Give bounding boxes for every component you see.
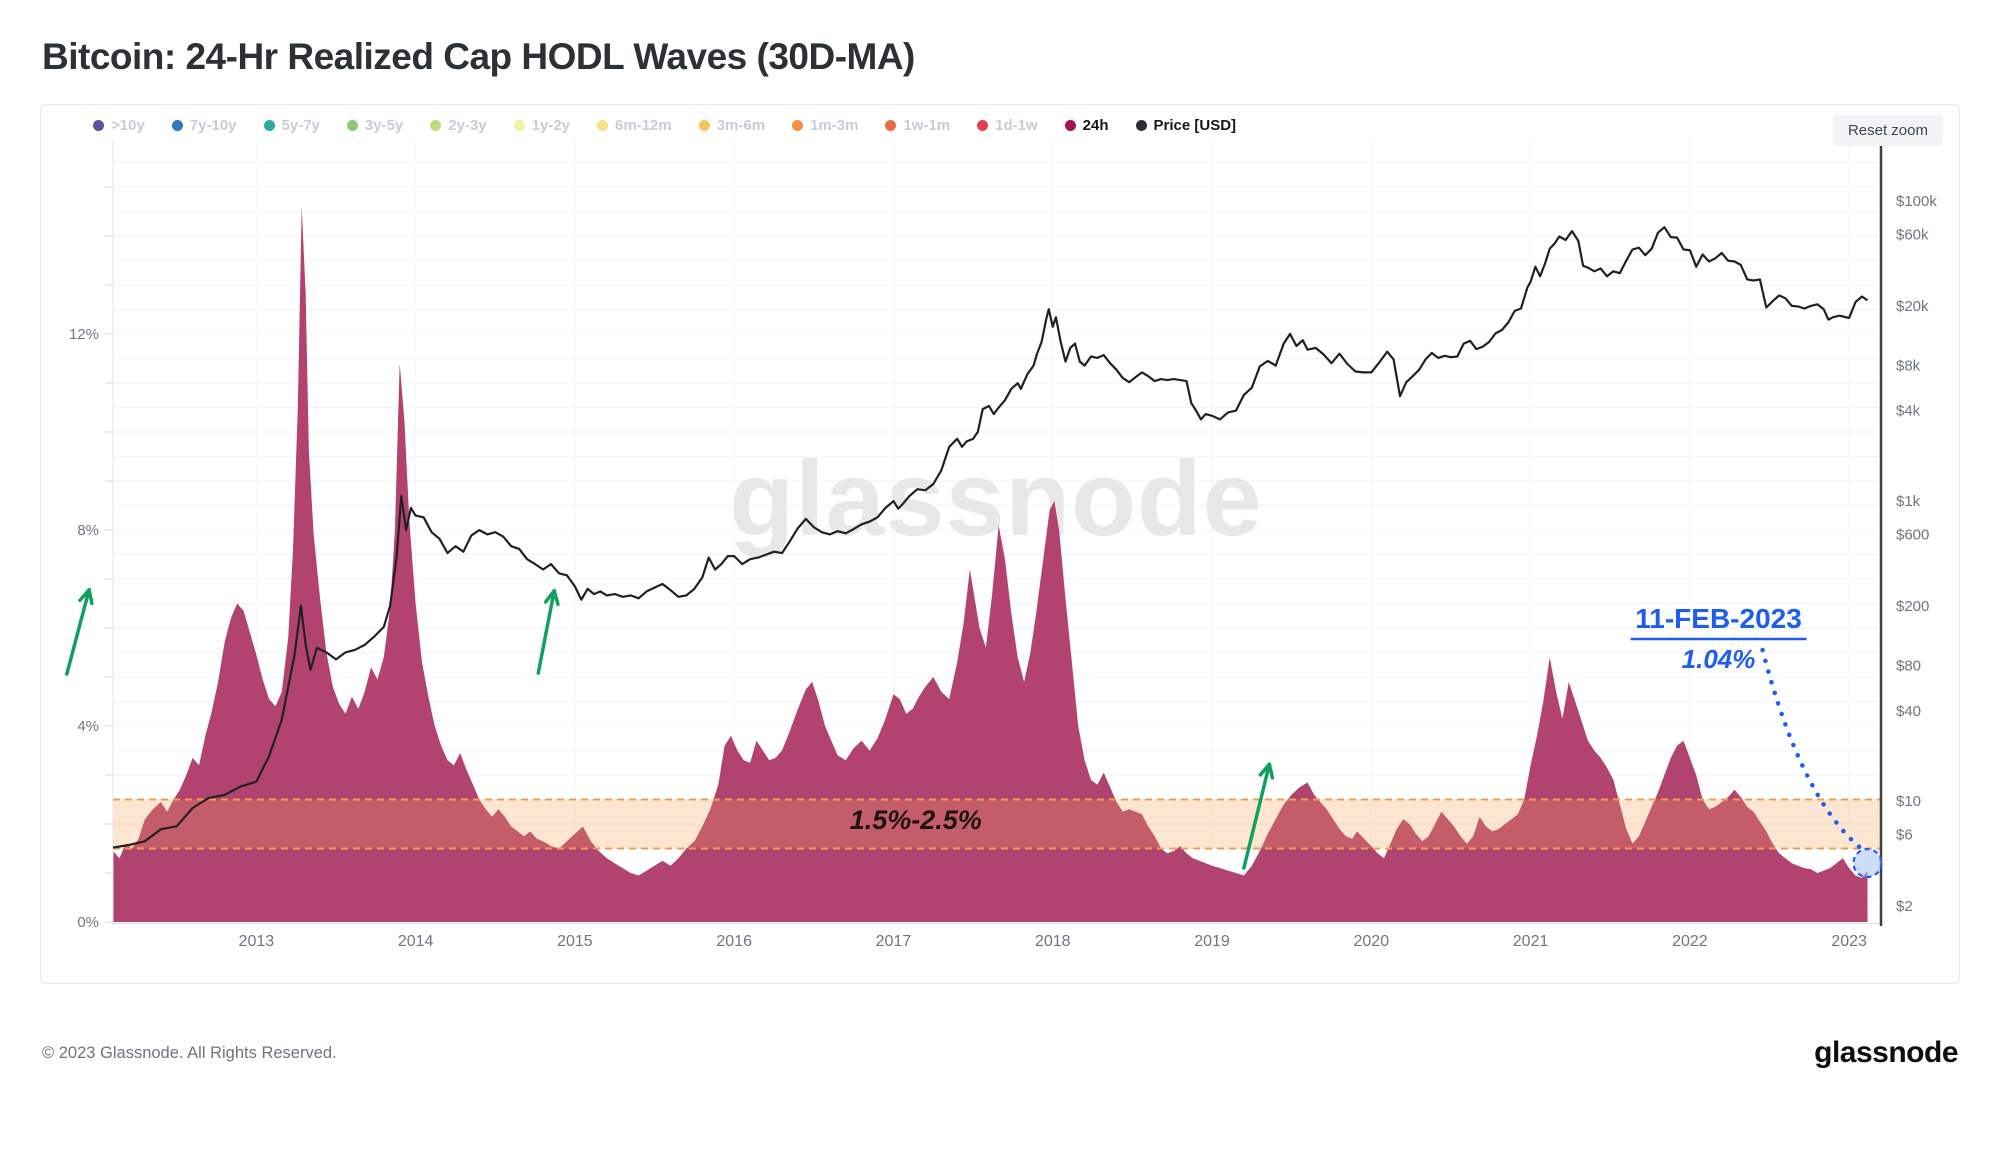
legend-dot-icon — [1135, 120, 1147, 131]
price-line — [112, 226, 1869, 849]
legend-item--10y[interactable]: >10y — [93, 117, 145, 134]
legend-dot-icon — [885, 120, 897, 131]
legend-item-7y-10y[interactable]: 7y-10y — [171, 117, 237, 134]
hodl-area-24h — [113, 206, 1868, 922]
x-axis-year-label: 2019 — [1194, 933, 1230, 950]
left-axis-tick-label: 0% — [77, 914, 99, 931]
price-axis-tick-label: $1k — [1896, 493, 1921, 510]
copyright-text: © 2023 Glassnode. All Rights Reserved. — [42, 1043, 337, 1062]
price-axis-tick-label: $4k — [1896, 403, 1921, 420]
legend-dot-icon — [263, 120, 275, 131]
price-axis-tick-label: $20k — [1896, 298, 1929, 315]
left-axis-tick-label: 8% — [77, 522, 99, 539]
legend-dot-icon — [171, 120, 183, 131]
plot-area[interactable]: glassnode 1.5%-2.5% 0% 4% 8% 12% $100k $60k $20k… — [41, 105, 1959, 983]
legend-item-1d-1w[interactable]: 1d-1w — [977, 117, 1038, 134]
green-up-arrow-head — [78, 588, 91, 603]
legend-item-label: 5y-7y — [281, 117, 320, 134]
legend-item-label: 1d-1w — [995, 117, 1038, 134]
price-axis-tick-label: $8k — [1896, 358, 1921, 375]
legend-item-label: 6m-12m — [615, 117, 672, 134]
legend-dot-icon — [698, 120, 710, 131]
x-axis-year-label: 2021 — [1513, 933, 1549, 950]
legend-item-2y-3y[interactable]: 2y-3y — [430, 117, 487, 134]
chart-card: >10y 7y-10y 5y-7y 3y-5y 2y-3y 1y-2y 6m-12m 3m-6… — [40, 104, 1960, 984]
page-title: Bitcoin: 24-Hr Realized Cap HODL Waves (… — [42, 36, 915, 77]
legend-item-5y-7y[interactable]: 5y-7y — [263, 117, 320, 134]
x-axis-year-label: 2020 — [1354, 933, 1390, 950]
green-up-arrow-head — [552, 589, 560, 607]
legend-item-1y-2y[interactable]: 1y-2y — [513, 117, 571, 134]
price-axis-tick-label: $2 — [1896, 898, 1913, 915]
x-axis-year-label: 2014 — [398, 933, 434, 950]
x-axis-year-label: 2017 — [876, 933, 912, 950]
green-up-arrow-icon — [536, 589, 556, 675]
band-label: 1.5%-2.5% — [850, 805, 982, 835]
legend-item-label: >10y — [111, 117, 145, 134]
legend-dot-icon — [346, 120, 358, 131]
green-up-arrow-head — [1258, 762, 1272, 777]
price-axis-tick-label: $6 — [1896, 826, 1913, 843]
legend-dot-icon — [597, 120, 609, 131]
legend-item-price-usd-[interactable]: Price [USD] — [1135, 117, 1237, 134]
legend-dot-icon — [430, 120, 442, 131]
legend-item-3y-5y[interactable]: 3y-5y — [346, 117, 404, 134]
callout-date: 11-FEB-2023 — [1635, 603, 1802, 634]
legend-dot-icon — [513, 120, 525, 131]
x-axis-year-label: 2023 — [1831, 933, 1867, 950]
legend-item-label: 1m-3m — [810, 117, 859, 134]
green-up-arrow-icon — [65, 588, 91, 676]
legend-item-3m-6m[interactable]: 3m-6m — [698, 117, 766, 134]
footer: © 2023 Glassnode. All Rights Reserved. g… — [42, 1036, 1958, 1070]
price-axis-tick-label: $200 — [1896, 598, 1929, 615]
price-axis-tick-label: $100k — [1896, 193, 1937, 210]
callout-value: 1.04% — [1682, 644, 1756, 674]
x-axis-year-label: 2016 — [716, 933, 752, 950]
x-axis-year-label: 2022 — [1672, 933, 1708, 950]
callout-target-circle — [1852, 847, 1883, 879]
price-axis-tick-label: $40 — [1896, 703, 1921, 720]
price-axis-tick-label: $10 — [1896, 793, 1921, 810]
legend-item-label: 24h — [1082, 117, 1109, 134]
legend-item-label: 1y-2y — [531, 117, 571, 134]
reset-zoom-button[interactable]: Reset zoom — [1832, 115, 1943, 146]
left-axis-tick-label: 4% — [77, 718, 99, 735]
green-up-arrow-head — [543, 589, 556, 604]
legend-item-label: 3y-5y — [364, 117, 404, 134]
glassnode-logo: glassnode — [1814, 1036, 1958, 1069]
chart-legend: >10y 7y-10y 5y-7y 3y-5y 2y-3y 1y-2y 6m-12m 3m-6… — [93, 117, 1236, 134]
legend-item-label: 2y-3y — [448, 117, 487, 134]
legend-dot-icon — [93, 120, 104, 131]
band-region — [113, 799, 1881, 849]
legend-dot-icon — [977, 120, 989, 131]
green-up-arrow-head — [87, 588, 94, 606]
watermark-text: glassnode — [729, 440, 1262, 558]
legend-item-label: 1w-1m — [903, 117, 951, 134]
price-axis-tick-label: $60k — [1896, 226, 1929, 243]
legend-item-label: Price [USD] — [1153, 117, 1237, 134]
legend-item-24h[interactable]: 24h — [1064, 117, 1109, 134]
legend-item-1w-1m[interactable]: 1w-1m — [885, 117, 950, 134]
legend-dot-icon — [1064, 120, 1076, 131]
price-axis-tick-label: $80 — [1896, 658, 1921, 675]
x-axis-year-label: 2015 — [557, 933, 593, 950]
x-axis-year-label: 2018 — [1035, 933, 1071, 950]
green-up-arrow-head — [1267, 762, 1275, 780]
left-axis-tick-label: 12% — [69, 326, 99, 343]
legend-item-label: 3m-6m — [716, 117, 766, 134]
x-axis-year-label: 2013 — [239, 933, 275, 950]
price-axis-tick-label: $600 — [1896, 526, 1929, 543]
legend-item-6m-12m[interactable]: 6m-12m — [597, 117, 672, 134]
legend-item-1m-3m[interactable]: 1m-3m — [792, 117, 858, 134]
legend-item-label: 7y-10y — [189, 117, 237, 134]
green-up-arrow-icon — [1242, 762, 1272, 870]
legend-dot-icon — [792, 120, 804, 131]
